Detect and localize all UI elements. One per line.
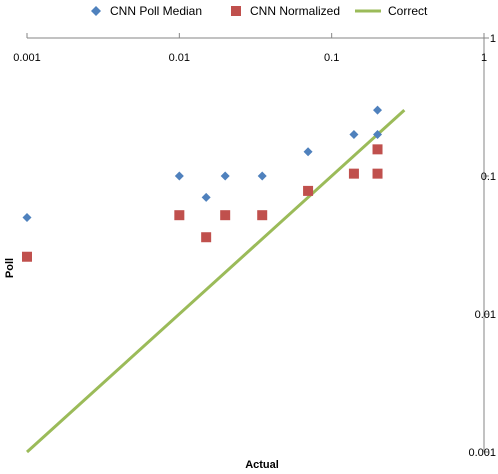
poll-median-point [22,213,32,223]
legend-marker-diamond [91,6,101,16]
x-ticks: 0.001 0.01 0.1 1 [13,33,487,64]
legend-label-cnn-poll-median: CNN Poll Median [110,4,202,18]
normalized-point [303,185,314,196]
poll-median-point [373,105,383,115]
x-tick-label: 0.001 [13,52,41,64]
normalized-point [201,232,212,243]
normalized-point [348,168,359,179]
normalized-point [174,210,185,221]
poll-median-point [174,171,184,181]
plot-area [22,105,406,454]
legend-item-correct: Correct [355,4,428,18]
legend-label-correct: Correct [388,4,428,18]
poll-median-point [201,192,211,202]
y-tick-label: 0.1 [481,171,496,183]
normalized-point [372,168,383,179]
x-tick-label: 0.01 [169,52,190,64]
normalized-point [257,210,268,221]
legend-item-cnn-poll-median: CNN Poll Median [91,4,202,18]
normalized-point [22,251,32,262]
x-axis-title: Actual [245,459,279,471]
legend-label-cnn-normalized: CNN Normalized [250,4,340,18]
y-tick-label: 1 [490,33,496,45]
normalized-point [372,144,383,155]
y-tick-label: 0.001 [468,447,496,459]
legend-marker-square [231,6,241,16]
legend-item-cnn-normalized: CNN Normalized [231,4,340,18]
poll-median-point [257,171,267,181]
x-tick-label: 0.1 [324,52,339,64]
poll-median-point [373,129,383,139]
correct-line [25,109,406,454]
x-tick-label: 1 [481,52,487,64]
y-tick-label: 0.01 [475,309,496,321]
y-ticks: 0.001 0.01 0.1 1 [468,33,496,459]
normalized-point [220,210,231,221]
poll-median-point [349,129,359,139]
legend: CNN Poll Median CNN Normalized Correct [91,4,428,18]
poll-median-point [303,147,313,157]
y-axis-title: Poll [4,258,16,278]
poll-median-point [220,171,230,181]
